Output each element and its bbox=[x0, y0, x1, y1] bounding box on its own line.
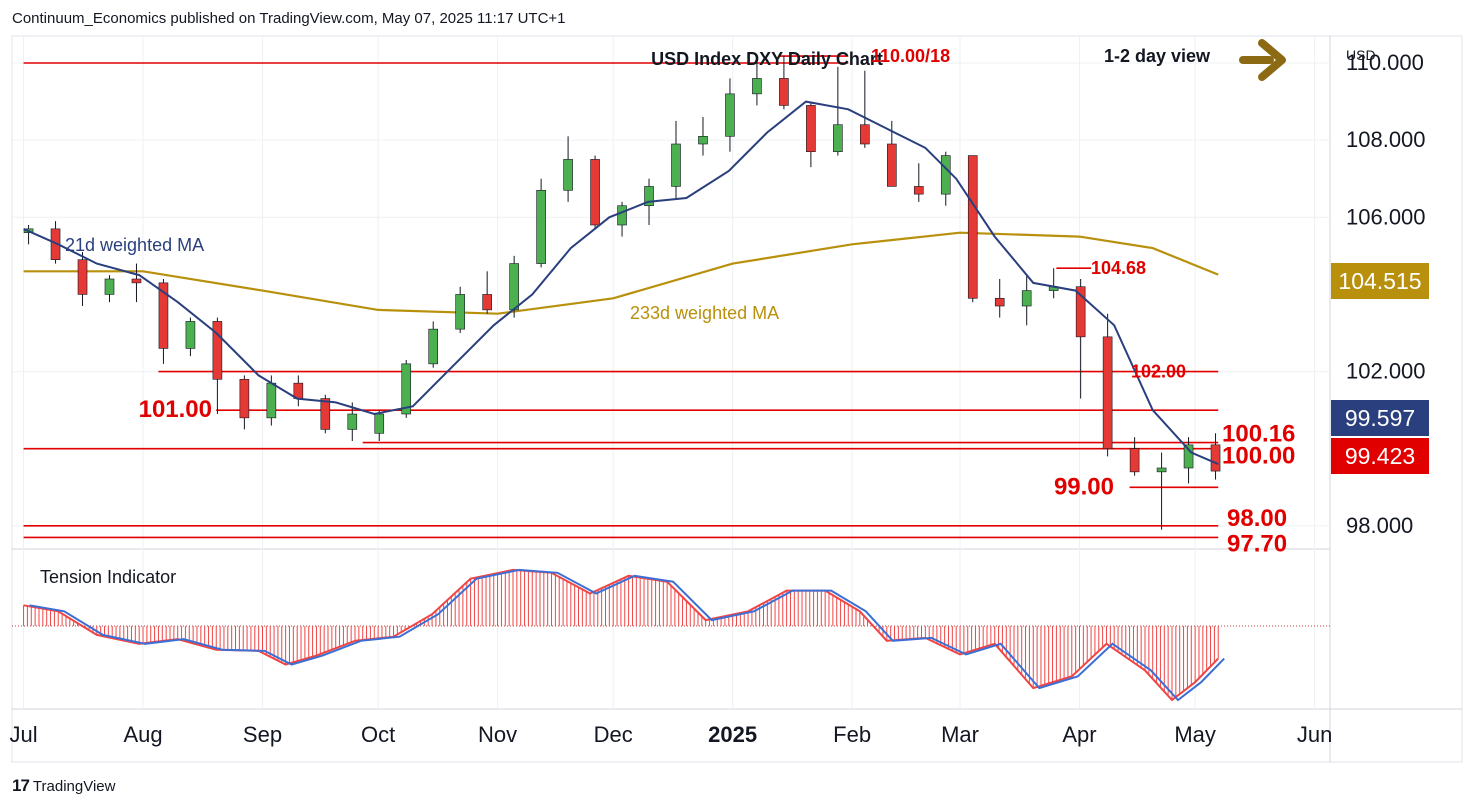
level-label: 110.00/18 bbox=[871, 46, 950, 66]
x-tick-label: Sep bbox=[243, 722, 282, 747]
candle-body bbox=[374, 413, 385, 434]
ma233-line bbox=[23, 231, 1219, 315]
tension-group bbox=[12, 568, 1330, 702]
right-arrow-icon bbox=[1239, 39, 1286, 81]
candle-body bbox=[401, 363, 412, 415]
candle-body bbox=[967, 155, 978, 299]
currency-label: USD bbox=[1346, 47, 1376, 63]
y-tick-label: 110.000 bbox=[1346, 50, 1424, 75]
candle-body bbox=[185, 321, 196, 349]
x-tick-label: Nov bbox=[478, 722, 517, 747]
level-label: 98.00 bbox=[1227, 505, 1287, 532]
level-label: 102.00 bbox=[1131, 362, 1186, 382]
y-tick-label: 106.000 bbox=[1346, 204, 1426, 229]
view-label: 1-2 day view bbox=[1104, 46, 1211, 66]
candle-body bbox=[266, 382, 277, 419]
candle-body bbox=[725, 93, 735, 137]
candle-body bbox=[428, 328, 439, 365]
x-tick-label: Oct bbox=[361, 722, 395, 747]
level-label: 100.16 bbox=[1222, 421, 1295, 448]
candle-body bbox=[320, 398, 331, 430]
ma233-group bbox=[23, 231, 1219, 315]
x-tick-label: Dec bbox=[594, 722, 633, 747]
candle-body bbox=[1129, 448, 1140, 473]
level-label: 97.70 bbox=[1227, 530, 1287, 557]
candle-body bbox=[482, 294, 492, 311]
price-label-text: 104.515 bbox=[1338, 268, 1421, 294]
x-tick-label: May bbox=[1174, 722, 1216, 747]
levels-group bbox=[23, 55, 1219, 539]
x-tick-label: Jun bbox=[1297, 722, 1332, 747]
candles-group bbox=[23, 55, 1221, 530]
candle-body bbox=[347, 413, 358, 430]
y-tick-label: 108.000 bbox=[1346, 127, 1426, 152]
candle-body bbox=[77, 259, 88, 295]
candle-body bbox=[104, 278, 115, 295]
footer: 17 TradingView bbox=[12, 776, 115, 796]
price-label-box bbox=[1331, 263, 1429, 299]
candle-body bbox=[698, 135, 708, 145]
candle-body bbox=[1021, 290, 1032, 307]
x-tick-label: Jul bbox=[9, 722, 37, 747]
candle-body bbox=[887, 143, 897, 187]
x-tick-label: Apr bbox=[1062, 722, 1096, 747]
tradingview-logo-icon: 17 bbox=[12, 776, 30, 795]
level-label: 101.00 bbox=[139, 396, 212, 423]
level-label: 104.68 bbox=[1091, 258, 1146, 278]
candle-body bbox=[617, 205, 627, 226]
candle-body bbox=[455, 294, 465, 330]
candle-body bbox=[212, 321, 223, 380]
candle-body bbox=[1210, 444, 1221, 472]
candle-body bbox=[671, 143, 681, 187]
candle-body bbox=[536, 189, 546, 264]
price-label-box bbox=[1331, 438, 1429, 474]
arrow-head bbox=[1258, 39, 1286, 81]
candle-body bbox=[779, 78, 789, 106]
price-label-text: 99.597 bbox=[1345, 405, 1415, 431]
tension-line bbox=[29, 568, 1225, 702]
y-tick-label: 98.000 bbox=[1346, 513, 1413, 538]
ma21-label: 21d weighted MA bbox=[65, 235, 204, 255]
x-tick-label: Feb bbox=[833, 722, 871, 747]
price-label-text: 99.423 bbox=[1345, 443, 1415, 469]
candle-body bbox=[1102, 336, 1113, 450]
candle-body bbox=[158, 282, 169, 349]
candle-body bbox=[509, 263, 519, 311]
candle-body bbox=[940, 155, 951, 195]
candle-body bbox=[1156, 467, 1167, 473]
candle-body bbox=[644, 186, 654, 207]
x-tick-label: Mar bbox=[941, 722, 979, 747]
footer-brand: TradingView bbox=[32, 777, 116, 795]
x-tick-label: Aug bbox=[123, 722, 162, 747]
candle-body bbox=[563, 159, 573, 191]
ma21-group bbox=[23, 100, 1219, 466]
candle-body bbox=[860, 124, 870, 145]
candle-body bbox=[806, 105, 816, 153]
candle-body bbox=[913, 186, 924, 195]
candle-body bbox=[239, 378, 250, 419]
tension-title: Tension Indicator bbox=[40, 567, 176, 587]
ma233-label: 233d weighted MA bbox=[630, 303, 779, 323]
level-label: 100.00 bbox=[1222, 443, 1295, 470]
candle-body bbox=[1075, 286, 1086, 338]
y-tick-label: 102.000 bbox=[1346, 359, 1426, 384]
ma21-line bbox=[23, 100, 1219, 466]
publisher-header: Continuum_Economics published on Trading… bbox=[12, 10, 566, 27]
chart-frame bbox=[11, 35, 1463, 763]
x-axis: Jul Aug Sep Oct Nov Dec 2025 Feb Mar Apr May Jun bbox=[9, 722, 1332, 747]
candle-body bbox=[131, 278, 142, 284]
candle-body bbox=[833, 124, 843, 153]
candle-body bbox=[994, 297, 1005, 307]
candle-body bbox=[752, 78, 762, 95]
chart-title: USD Index DXY Daily Chart bbox=[651, 49, 883, 69]
candle-body bbox=[1183, 444, 1194, 469]
annotations: Tension Indicator USD Index DXY Daily Cha… bbox=[40, 39, 1295, 587]
candle-body bbox=[590, 159, 600, 226]
level-label: 99.00 bbox=[1054, 473, 1114, 500]
x-tick-label: 2025 bbox=[708, 722, 757, 747]
price-label-box bbox=[1331, 400, 1429, 436]
